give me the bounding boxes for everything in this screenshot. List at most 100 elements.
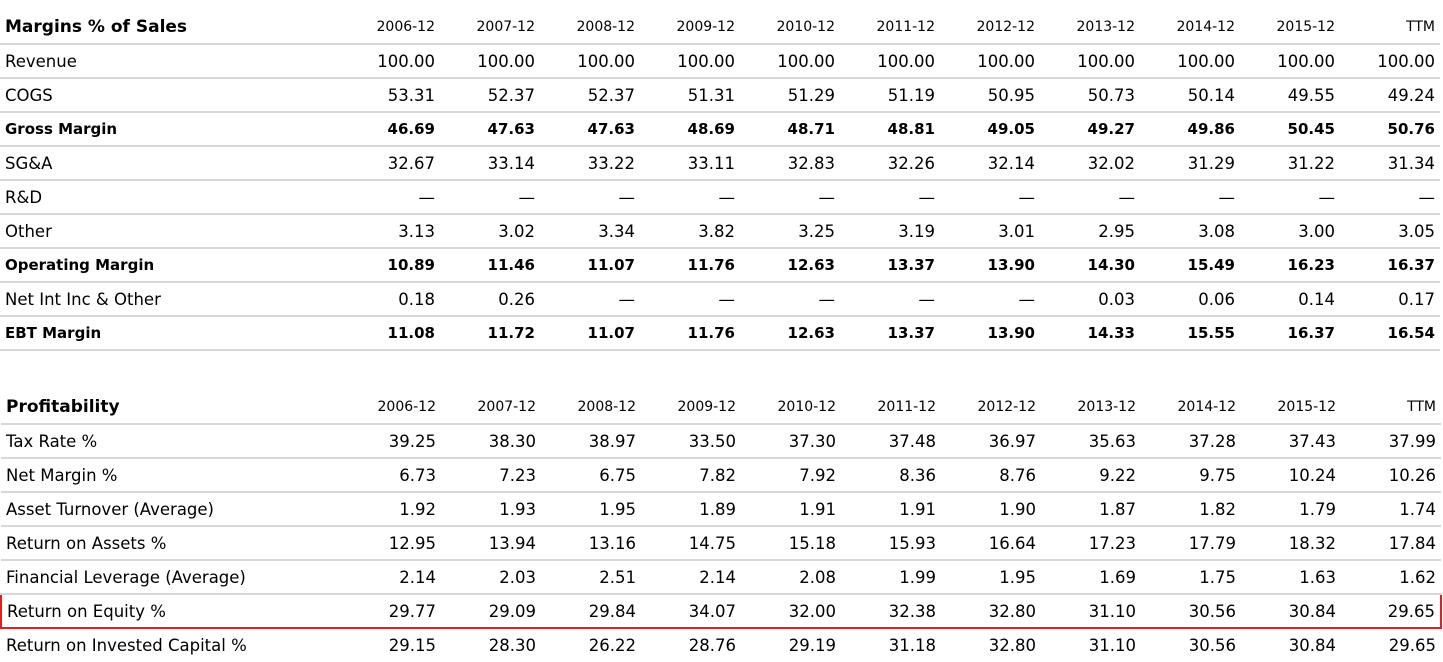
profitability-row: Return on Invested Capital % 29.15 28.30 26… [1, 628, 1441, 661]
margins-period-header: 2014-12 [1140, 10, 1240, 45]
profitability-cell: 29.09 [441, 593, 541, 629]
profitability-row-label: Return on Equity % [0, 593, 341, 629]
margins-row-label: SG&A [0, 146, 340, 181]
margins-cell: — [540, 282, 640, 317]
margins-cell: 32.14 [940, 146, 1040, 181]
margins-row-label: Other [0, 214, 340, 249]
margins-table: Margins % of Sales 2006-12 2007-12 2008-… [0, 10, 1440, 351]
profitability-cell: 9.22 [1041, 458, 1141, 493]
margins-cell: 48.71 [740, 112, 840, 147]
margins-cell: — [640, 180, 740, 215]
profitability-cell: 1.95 [941, 560, 1041, 595]
margins-cell: 49.27 [1040, 112, 1140, 147]
margins-cell: — [640, 282, 740, 317]
profitability-cell: 1.91 [841, 492, 941, 527]
profitability-row-label: Return on Assets % [1, 526, 341, 561]
margins-row-label: Operating Margin [0, 248, 340, 283]
margins-cell: 14.30 [1040, 248, 1140, 283]
profitability-cell: 2.14 [341, 560, 441, 595]
margins-row: Net Int Inc & Other 0.18 0.26— — — — —0.03 0.06… [0, 282, 1440, 317]
profitability-row-label: Asset Turnover (Average) [1, 492, 341, 527]
margins-cell: 14.33 [1040, 316, 1140, 351]
margins-cell: 3.02 [440, 214, 540, 249]
profitability-cell: 12.95 [341, 526, 441, 561]
profitability-period-header: 2008-12 [541, 390, 641, 425]
margins-cell: 47.63 [540, 112, 640, 147]
profitability-cell: 32.38 [841, 593, 941, 629]
margins-cell: 48.81 [840, 112, 940, 147]
margins-cell: — [340, 180, 440, 215]
profitability-cell: 30.84 [1241, 593, 1341, 629]
margins-cell: 3.34 [540, 214, 640, 249]
profitability-cell: 8.36 [841, 458, 941, 493]
margins-period-header: 2013-12 [1040, 10, 1140, 45]
margins-cell: — [440, 180, 540, 215]
margins-cell: 50.14 [1140, 78, 1240, 113]
margins-cell: 3.13 [340, 214, 440, 249]
profitability-cell: 35.63 [1041, 424, 1141, 459]
profitability-cell: 30.56 [1141, 593, 1241, 629]
margins-row: EBT Margin 11.08 11.72 11.07 11.76 12.63 13.37… [0, 316, 1440, 351]
margins-period-header: 2011-12 [840, 10, 940, 45]
profitability-cell: 7.92 [741, 458, 841, 493]
margins-cell: 100.00 [1340, 44, 1440, 79]
profitability-cell: 26.22 [588, 635, 636, 655]
margins-cell: 48.69 [640, 112, 740, 147]
margins-cell: 49.05 [940, 112, 1040, 147]
margins-cell: 52.37 [440, 78, 540, 113]
profitability-cell: 13.94 [441, 526, 541, 561]
profitability-period-header: 2010-12 [741, 390, 841, 425]
margins-cell: 100.00 [940, 44, 1040, 79]
margins-row: SG&A 32.67 33.14 33.22 33.11 32.83 32.26 32.14 3… [0, 146, 1440, 181]
profitability-cell: 38.97 [541, 424, 641, 459]
margins-cell: 13.90 [940, 316, 1040, 351]
margins-cell: 31.34 [1340, 146, 1440, 181]
margins-cell: 10.89 [340, 248, 440, 283]
margins-cell: 0.06 [1140, 282, 1240, 317]
margins-cell: 100.00 [340, 44, 440, 79]
profitability-cell: 13.16 [541, 526, 641, 561]
profitability-cell: 15.93 [841, 526, 941, 561]
margins-cell: 0.03 [1040, 282, 1140, 317]
margins-cell: 11.76 [640, 316, 740, 351]
profitability-cell: 32.00 [741, 593, 841, 629]
profitability-cell: 2.51 [541, 560, 641, 595]
margins-cell: 100.00 [640, 44, 740, 79]
profitability-period-header: 2011-12 [841, 390, 941, 425]
margins-cell: 0.26 [440, 282, 540, 317]
margins-cell: 49.55 [1240, 78, 1340, 113]
margins-cell: 31.29 [1140, 146, 1240, 181]
profitability-cell: 1.93 [441, 492, 541, 527]
profitability-row-label: Financial Leverage (Average) [1, 560, 341, 595]
margins-period-header: 2015-12 [1240, 10, 1340, 45]
profitability-cell: 17.84 [1341, 526, 1441, 561]
profitability-row-label: Net Margin % [1, 458, 341, 493]
profitability-cell: 1.74 [1341, 492, 1441, 527]
profitability-row: Financial Leverage (Average) 2.14 2.03 2.51… [1, 560, 1441, 595]
margins-cell: — [540, 180, 640, 215]
margins-row: Revenue 100.00 100.00 100.00 100.00 100.00 100… [0, 44, 1440, 79]
margins-cell: 13.90 [940, 248, 1040, 283]
margins-cell: 11.07 [540, 248, 640, 283]
profitability-cell: 2.08 [741, 560, 841, 595]
margins-cell: 15.49 [1140, 248, 1240, 283]
margins-cell: 15.55 [1140, 316, 1240, 351]
margins-row-label: Gross Margin [0, 112, 340, 147]
margins-cell: 2.95 [1040, 214, 1140, 249]
margins-cell: 11.08 [340, 316, 440, 351]
margins-cell: 100.00 [840, 44, 940, 79]
margins-cell: 49.24 [1340, 78, 1440, 113]
profitability-cell: 38.30 [441, 424, 541, 459]
margins-cell: 12.63 [740, 316, 840, 351]
margins-cell: 32.26 [840, 146, 940, 181]
margins-cell: 0.14 [1240, 282, 1340, 317]
margins-cell: 11.46 [440, 248, 540, 283]
profitability-cell: 1.69 [1041, 560, 1141, 595]
margins-cell: 32.67 [340, 146, 440, 181]
margins-row: Operating Margin 10.89 11.46 11.07 11.76 12.6… [0, 248, 1440, 283]
profitability-cell: 9.75 [1141, 458, 1241, 493]
profitability-cell: 1.89 [641, 492, 741, 527]
margins-cell: 32.83 [740, 146, 840, 181]
margins-row-label: COGS [0, 78, 340, 113]
margins-cell: 3.08 [1140, 214, 1240, 249]
